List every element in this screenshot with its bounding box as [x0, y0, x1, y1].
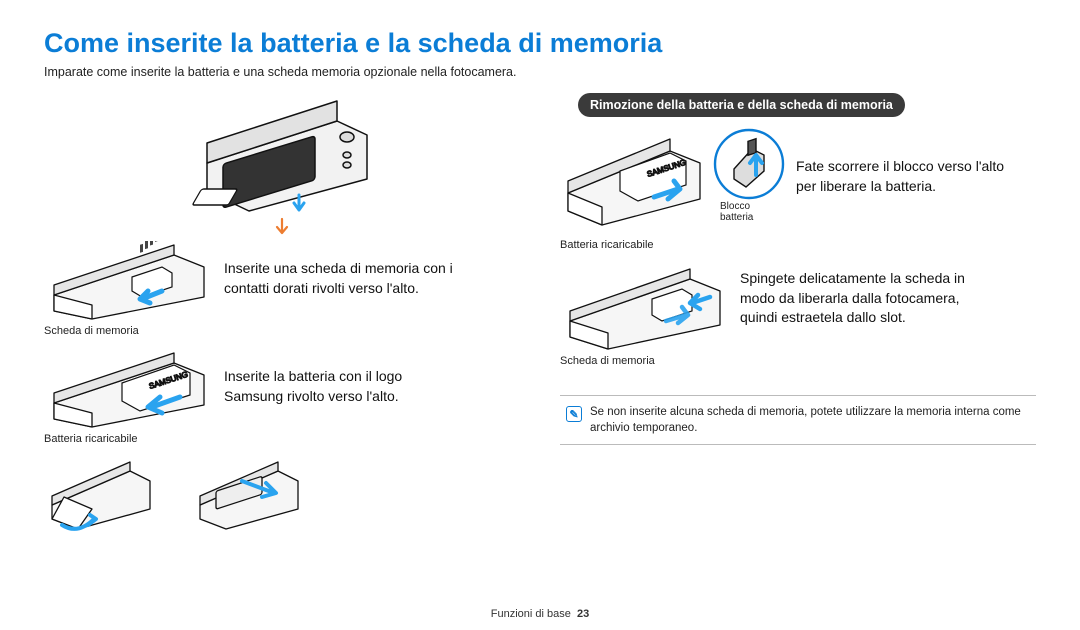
page-title: Come inserite la batteria e la scheda di…	[44, 28, 1036, 59]
door-closing-icon	[44, 457, 156, 535]
card-eject-icon	[560, 263, 728, 353]
battery-insert-illustration: SAMSUNG Batteria ricaricabile	[44, 349, 212, 445]
slot-battery-icon: SAMSUNG	[44, 349, 212, 431]
left-column: Scheda di memoria Inserite una scheda di…	[44, 93, 520, 535]
battery-lock-label: Blocco batteria	[720, 201, 786, 223]
battery-caption: Batteria ricaricabile	[44, 433, 138, 445]
content-columns: Scheda di memoria Inserite una scheda di…	[44, 93, 1036, 535]
memcard-caption-right: Scheda di memoria	[560, 355, 655, 367]
memcard-caption: Scheda di memoria	[44, 325, 139, 337]
memcard-desc: Inserite una scheda di memoria con i con…	[224, 241, 464, 298]
footer-section: Funzioni di base	[491, 608, 571, 620]
battery-eject-icon: SAMSUNG	[560, 127, 710, 237]
note-icon: ✎	[566, 406, 582, 422]
footer-page-number: 23	[577, 608, 589, 620]
eject-card-illustration: Scheda di memoria	[560, 263, 728, 367]
page-subtitle: Imparate come inserite la batteria e una…	[44, 65, 1036, 79]
note-box: ✎ Se non inserite alcuna scheda di memor…	[560, 395, 1036, 445]
unlock-desc: Fate scorrere il blocco verso l'alto per…	[796, 127, 1006, 196]
eject-card-block: Scheda di memoria Spingete delicatamente…	[560, 263, 1036, 367]
camera-back-icon	[187, 93, 377, 215]
battery-insert-block: SAMSUNG Batteria ricaricabile Inserite l…	[44, 349, 520, 445]
camera-illustration	[44, 93, 520, 241]
slot-memcard-icon	[44, 241, 212, 323]
close-door-row	[44, 457, 520, 535]
note-text: Se non inserite alcuna scheda di memoria…	[590, 404, 1030, 436]
removal-section-header: Rimozione della batteria e della scheda …	[578, 93, 905, 117]
battery-lock-detail-icon	[712, 127, 786, 201]
page-footer: Funzioni di base 23	[0, 608, 1080, 620]
battery-caption-right: Batteria ricaricabile	[560, 239, 654, 251]
right-column: Rimozione della batteria e della scheda …	[560, 93, 1036, 535]
unlock-battery-illustration: SAMSUNG Batteria ricaricabile	[560, 127, 786, 251]
eject-desc: Spingete delicatamente la scheda in modo…	[740, 263, 980, 328]
unlock-battery-block: SAMSUNG Batteria ricaricabile	[560, 127, 1036, 251]
door-closed-icon	[192, 457, 304, 535]
memcard-insert-block: Scheda di memoria Inserite una scheda di…	[44, 241, 520, 337]
memcard-insert-illustration: Scheda di memoria	[44, 241, 212, 337]
arrow-down-icon	[273, 217, 291, 237]
battery-desc: Inserite la batteria con il logo Samsung…	[224, 349, 464, 406]
